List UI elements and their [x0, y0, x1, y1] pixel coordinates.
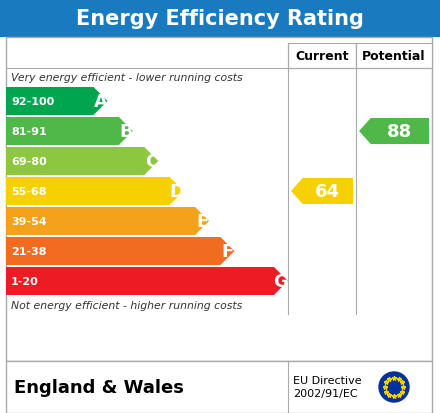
- Polygon shape: [6, 178, 183, 206]
- Polygon shape: [6, 237, 235, 266]
- Polygon shape: [6, 88, 107, 116]
- Text: F: F: [221, 242, 234, 260]
- Text: 1-20: 1-20: [11, 276, 39, 286]
- Bar: [6, 38, 432, 361]
- Polygon shape: [6, 267, 288, 295]
- Text: Energy Efficiency Rating: Energy Efficiency Rating: [76, 9, 364, 29]
- Text: A: A: [94, 93, 107, 111]
- Polygon shape: [359, 119, 429, 145]
- Text: E: E: [196, 212, 208, 230]
- Text: Potential: Potential: [362, 50, 426, 63]
- Bar: [288, 44, 356, 69]
- Text: Very energy efficient - lower running costs: Very energy efficient - lower running co…: [11, 73, 242, 83]
- Text: 21-38: 21-38: [11, 247, 47, 256]
- Text: Not energy efficient - higher running costs: Not energy efficient - higher running co…: [11, 300, 242, 310]
- Circle shape: [379, 372, 409, 402]
- Text: 55-68: 55-68: [11, 187, 47, 197]
- Text: C: C: [145, 153, 158, 171]
- Polygon shape: [291, 178, 353, 204]
- Text: 2002/91/EC: 2002/91/EC: [293, 388, 358, 398]
- Text: 69-80: 69-80: [11, 157, 47, 166]
- Polygon shape: [6, 207, 209, 235]
- Text: 92-100: 92-100: [11, 97, 54, 107]
- Text: D: D: [169, 183, 184, 201]
- Text: England & Wales: England & Wales: [14, 378, 184, 396]
- Text: G: G: [274, 272, 289, 290]
- Text: 39-54: 39-54: [11, 216, 47, 226]
- Bar: [356, 44, 432, 69]
- Text: Current: Current: [295, 50, 349, 63]
- Polygon shape: [6, 118, 133, 146]
- Bar: [0, 0, 440, 38]
- Text: 88: 88: [387, 123, 412, 141]
- Text: 64: 64: [315, 183, 341, 201]
- Bar: [6, 361, 432, 413]
- Polygon shape: [6, 147, 158, 176]
- Text: EU Directive: EU Directive: [293, 375, 362, 385]
- Text: B: B: [119, 123, 133, 141]
- Text: 81-91: 81-91: [11, 127, 47, 137]
